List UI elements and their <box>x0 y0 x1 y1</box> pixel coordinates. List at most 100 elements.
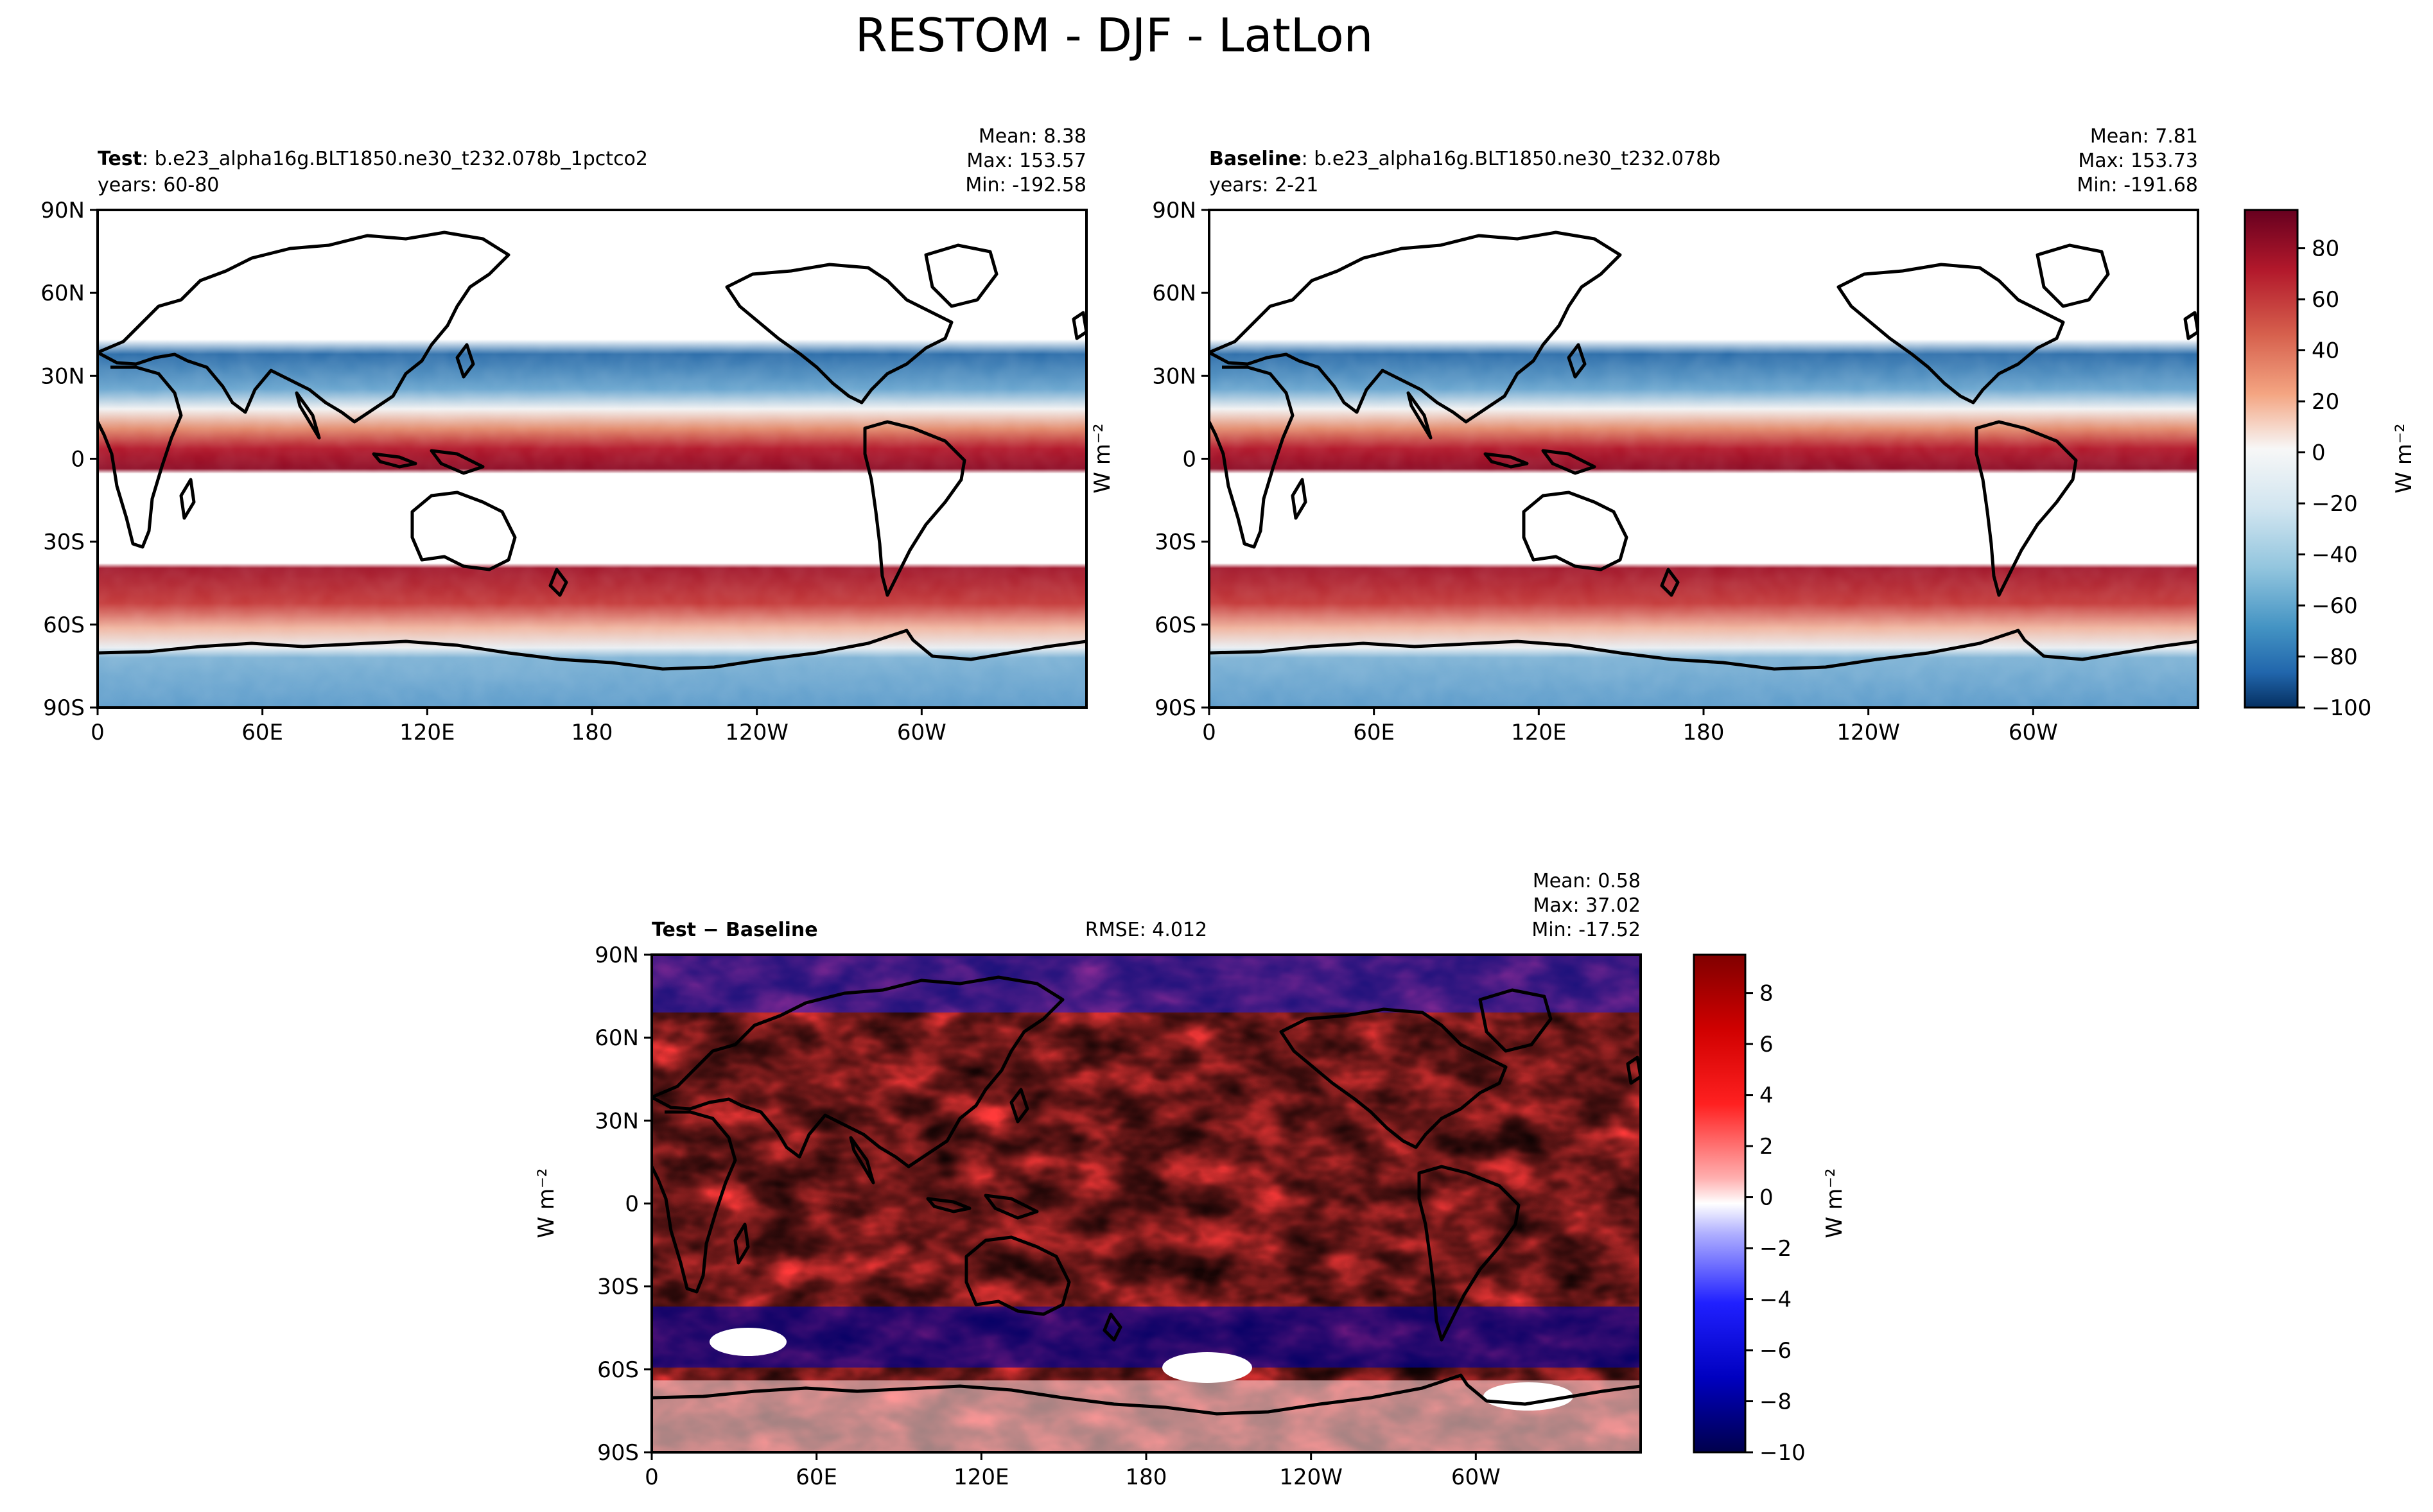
colorbar-tick-label: 0 <box>1759 1185 1774 1211</box>
lon-tick-label: 60E <box>241 720 283 745</box>
baseline-panel: Baseline: b.e23_alpha16g.BLT1850.ne30_t2… <box>1152 125 2199 745</box>
lon-tick-label: 60W <box>1451 1464 1501 1490</box>
colorbar-tick-label: −40 <box>2312 543 2358 568</box>
colorbar-tick-label: −8 <box>1759 1389 1792 1415</box>
lat-tick-label: 60N <box>1152 281 1196 306</box>
lat-tick-label: 0 <box>71 447 85 473</box>
lat-tick-label: 60S <box>597 1357 639 1383</box>
test-label: Test: b.e23_alpha16g.BLT1850.ne30_t232.0… <box>98 148 648 170</box>
diff-lon-ticks: 0 60E 120E 180 120W 60W <box>645 1452 1501 1490</box>
diff-max: Max: 37.02 <box>1533 894 1641 917</box>
main-colorbar: 80 60 40 20 0 −20 −40 −60 −80 −100 W m⁻² <box>2244 209 2417 721</box>
colorbar-tick-label: 40 <box>2312 338 2339 364</box>
diff-colorbar: 8 6 4 2 0 −2 −4 −6 −8 −10 W m⁻² <box>1693 953 1847 1466</box>
lat-tick-label: 30S <box>43 530 85 555</box>
lat-tick-label: 90S <box>43 695 85 721</box>
test-years: years: 60-80 <box>98 174 219 196</box>
lat-tick-label: 90N <box>40 198 85 223</box>
lat-tick-label: 0 <box>625 1192 639 1217</box>
lon-tick-label: 180 <box>571 720 613 745</box>
test-lon-ticks: 0 60E 120E 180 120W 60W <box>91 708 946 745</box>
lon-tick-label: 0 <box>645 1464 659 1490</box>
baseline-label: Baseline: b.e23_alpha16g.BLT1850.ne30_t2… <box>1209 148 1720 170</box>
lat-tick-label: 90S <box>1155 695 1196 721</box>
colorbar-tick-label: 20 <box>2312 389 2339 415</box>
baseline-lat-ticks: 90N 60N 30N 0 30S 60S 90S <box>1152 198 1209 721</box>
diff-units: W m⁻² <box>534 1168 559 1238</box>
colorbar-tick-label: 2 <box>1759 1134 1774 1160</box>
test-max: Max: 153.57 <box>966 150 1086 172</box>
lon-tick-label: 120E <box>1511 720 1566 745</box>
lon-tick-label: 60W <box>2009 720 2058 745</box>
lon-tick-label: 120E <box>399 720 455 745</box>
lon-tick-label: 60E <box>796 1464 837 1490</box>
lon-tick-label: 120W <box>1836 720 1900 745</box>
lat-tick-label: 30N <box>40 363 85 389</box>
colorbar-tick-label: 6 <box>1759 1032 1774 1057</box>
baseline-label-bold: Baseline <box>1209 148 1302 170</box>
lat-tick-label: 30S <box>597 1274 639 1300</box>
lat-tick-label: 30S <box>1155 530 1196 555</box>
lon-tick-label: 60W <box>897 720 946 745</box>
lon-tick-label: 180 <box>1683 720 1725 745</box>
test-min: Min: -192.58 <box>965 174 1086 196</box>
lon-tick-label: 120E <box>954 1464 1009 1490</box>
baseline-map <box>1209 210 2198 708</box>
test-label-case: : b.e23_alpha16g.BLT1850.ne30_t232.078b_… <box>142 148 648 170</box>
colorbar-tick-label: −100 <box>2312 695 2371 721</box>
lon-tick-label: 120W <box>725 720 789 745</box>
lon-tick-label: 60E <box>1353 720 1395 745</box>
figure-title: RESTOM - DJF - LatLon <box>855 8 1373 62</box>
lat-tick-label: 90N <box>595 943 639 968</box>
diff-rmse: RMSE: 4.012 <box>1085 919 1207 941</box>
colorbar-tick-label: −20 <box>2312 491 2358 517</box>
diff-panel: Test − Baseline RMSE: 4.012 Mean: 0.58 M… <box>534 870 1642 1490</box>
lat-tick-label: 60S <box>1155 613 1196 638</box>
lat-tick-label: 30N <box>595 1108 639 1134</box>
lon-tick-label: 120W <box>1279 1464 1343 1490</box>
test-label-bold: Test <box>98 148 142 170</box>
colorbar-tick-label: 8 <box>1759 981 1774 1007</box>
lat-tick-label: 90S <box>597 1440 639 1466</box>
test-panel: Test: b.e23_alpha16g.BLT1850.ne30_t232.0… <box>40 125 1115 745</box>
colorbar-tick-label: −4 <box>1759 1287 1792 1313</box>
baseline-min: Min: -191.68 <box>2077 174 2198 196</box>
lat-tick-label: 60S <box>43 613 85 638</box>
lat-tick-label: 0 <box>1182 447 1196 473</box>
test-lat-ticks: 90N 60N 30N 0 30S 60S 90S <box>40 198 98 721</box>
main-colorbar-units: W m⁻² <box>2391 423 2417 493</box>
baseline-lon-ticks: 0 60E 120E 180 120W 60W <box>1202 708 2058 745</box>
baseline-years: years: 2-21 <box>1209 174 1318 196</box>
colorbar-tick-label: 0 <box>2312 440 2326 466</box>
lon-tick-label: 180 <box>1126 1464 1167 1490</box>
colorbar-tick-label: −80 <box>2312 645 2358 670</box>
baseline-max: Max: 153.73 <box>2078 150 2198 172</box>
diff-label: Test − Baseline <box>652 919 818 941</box>
test-mean: Mean: 8.38 <box>979 125 1086 148</box>
colorbar-tick-label: −6 <box>1759 1338 1792 1364</box>
diff-colorbar-ticks: 8 6 4 2 0 −2 −4 −6 −8 −10 <box>1745 981 1806 1466</box>
colorbar-tick-label: −60 <box>2312 593 2358 619</box>
lat-tick-label: 90N <box>1152 198 1196 223</box>
test-units: W m⁻² <box>1090 423 1115 493</box>
baseline-label-case: : b.e23_alpha16g.BLT1850.ne30_t232.078b <box>1302 148 1721 170</box>
colorbar-tick-label: −2 <box>1759 1236 1792 1262</box>
diff-mean: Mean: 0.58 <box>1533 870 1641 892</box>
colorbar-tick-label: 60 <box>2312 287 2339 313</box>
diff-min: Min: -17.52 <box>1531 919 1641 941</box>
diff-lat-ticks: 90N 60N 30N 0 30S 60S 90S <box>595 943 652 1466</box>
lon-tick-label: 0 <box>1202 720 1216 745</box>
lat-tick-label: 60N <box>595 1025 639 1051</box>
colorbar-tick-label: −10 <box>1759 1440 1806 1466</box>
test-map <box>98 210 1086 708</box>
diff-map <box>652 955 1641 1452</box>
diff-colorbar-units: W m⁻² <box>1822 1168 1847 1238</box>
lon-tick-label: 0 <box>91 720 105 745</box>
lat-tick-label: 30N <box>1152 363 1196 389</box>
main-colorbar-ticks: 80 60 40 20 0 −20 −40 −60 −80 −100 <box>2298 236 2371 721</box>
lat-tick-label: 60N <box>40 281 85 306</box>
baseline-mean: Mean: 7.81 <box>2090 125 2198 148</box>
colorbar-tick-label: 4 <box>1759 1083 1774 1109</box>
colorbar-tick-label: 80 <box>2312 236 2339 262</box>
